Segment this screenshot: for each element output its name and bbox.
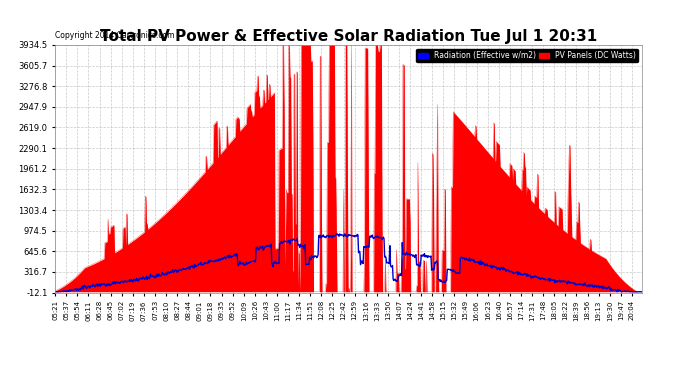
Text: Copyright 2014 Cartronics.com: Copyright 2014 Cartronics.com	[55, 31, 175, 40]
Title: Total PV Power & Effective Solar Radiation Tue Jul 1 20:31: Total PV Power & Effective Solar Radiati…	[100, 29, 597, 44]
Legend: Radiation (Effective w/m2), PV Panels (DC Watts): Radiation (Effective w/m2), PV Panels (D…	[416, 49, 638, 62]
